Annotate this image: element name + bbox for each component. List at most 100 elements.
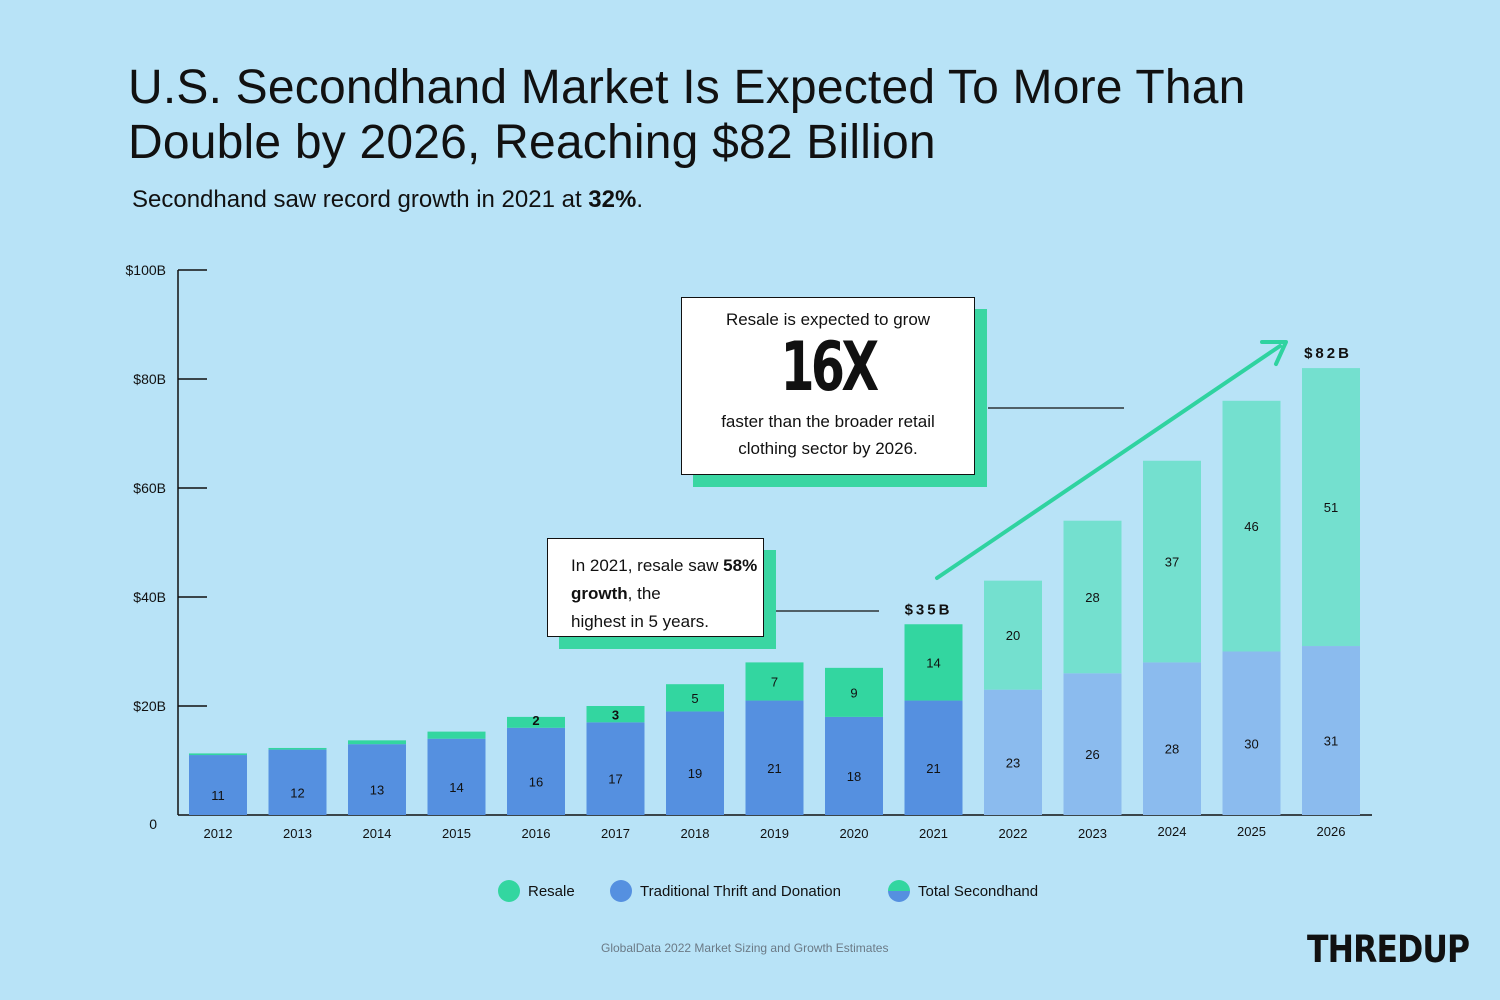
x-tick-label: 2024	[1158, 824, 1187, 839]
thrift-value-label: 26	[1085, 747, 1099, 762]
legend-label-total: Total Secondhand	[918, 882, 1039, 900]
bar-resale	[427, 731, 486, 739]
bar-thrift	[1222, 651, 1281, 815]
x-tick-label: 2023	[1078, 826, 1107, 841]
thrift-value-label: 18	[847, 769, 861, 784]
resale-growth-callout: Resale is expected to grow 16X faster th…	[681, 297, 975, 475]
source-note: GlobalData 2022 Market Sizing and Growth…	[601, 941, 889, 955]
y-tick-label: $60B	[133, 480, 166, 496]
bar-thrift	[825, 716, 883, 815]
bar-thrift	[586, 722, 645, 815]
bar-thrift	[427, 738, 486, 815]
x-tick-label: 2022	[999, 826, 1028, 841]
resale-value-label: 5	[691, 691, 698, 706]
bar-resale	[825, 667, 883, 717]
bar-resale	[745, 662, 804, 701]
bar-thrift	[1143, 662, 1201, 815]
bar-resale	[586, 706, 645, 723]
bar-thrift	[507, 727, 565, 815]
x-tick-label: 2025	[1237, 824, 1266, 839]
resale-value-label: 28	[1085, 590, 1099, 605]
thrift-value-label: 21	[926, 761, 940, 776]
resale-value-label: 2	[532, 713, 539, 728]
x-tick-label: 2020	[840, 826, 869, 841]
thrift-value-label: 19	[688, 766, 702, 781]
thrift-value-label: 13	[370, 783, 384, 798]
thrift-value-label: 16	[529, 774, 543, 789]
thrift-value-label: 31	[1324, 734, 1338, 749]
bar-thrift	[984, 689, 1042, 815]
y-tick-label: $20B	[133, 698, 166, 714]
resale-value-label: 3	[612, 707, 619, 722]
x-tick-label: 2012	[204, 826, 233, 841]
thrift-value-label: 23	[1006, 755, 1020, 770]
thredup-logo: THREDUP	[1307, 928, 1470, 971]
resale-value-label: 14	[926, 655, 940, 670]
bar-resale	[268, 747, 327, 750]
bar-thrift	[666, 711, 724, 815]
x-tick-label: 2026	[1317, 824, 1346, 839]
bar-resale	[348, 740, 406, 745]
x-tick-label: 2019	[760, 826, 789, 841]
bar-resale	[189, 753, 247, 756]
x-tick-label: 2015	[442, 826, 471, 841]
resale-value-label: 46	[1244, 519, 1258, 534]
thrift-value-label: 28	[1165, 742, 1179, 757]
y-tick-label: $100B	[126, 262, 166, 278]
legend-item-resale: Resale	[498, 880, 575, 902]
subtitle-end: .	[636, 186, 644, 213]
thrift-value-label: 11	[211, 788, 225, 803]
bar-resale	[1222, 400, 1281, 652]
x-tick-label: 2018	[681, 826, 710, 841]
total-value-label: $82B	[1304, 345, 1352, 362]
bar-resale	[984, 580, 1042, 690]
chart-title: U.S. Secondhand Market Is Expected To Mo…	[128, 61, 1246, 169]
legend-label-thrift: Traditional Thrift and Donation	[640, 882, 841, 900]
bar-resale	[507, 716, 565, 728]
bar-resale	[666, 684, 724, 712]
bar-thrift	[1063, 673, 1122, 815]
thrift-value-label: 17	[608, 772, 622, 787]
callout2-highlight: 58% growth	[571, 556, 758, 603]
legend-label-resale: Resale	[528, 882, 575, 900]
legend-item-total: Total Secondhand	[888, 880, 1038, 902]
bar-resale	[1302, 368, 1360, 647]
growth-arrow-line	[935, 344, 1282, 580]
callout-big-number: 16X	[780, 328, 879, 407]
callout2-text-start: In 2021, resale saw	[571, 556, 724, 575]
bar-thrift	[1302, 646, 1360, 815]
x-tick-label: 2017	[601, 826, 630, 841]
bar-resale	[1143, 460, 1201, 663]
thrift-value-label: 14	[449, 780, 463, 795]
bar-resale	[904, 624, 963, 701]
callout2-text-end: highest in 5 years.	[571, 612, 709, 631]
resale-value-label: 51	[1324, 500, 1338, 515]
bar-thrift	[348, 744, 406, 815]
thrift-swatch-icon	[610, 880, 632, 902]
growth-arrowhead-icon	[1260, 340, 1288, 366]
x-tick-label: 2014	[363, 826, 392, 841]
total-value-label: $35B	[905, 601, 953, 618]
callout-lead-text: Resale is expected to grow	[725, 310, 931, 329]
thrift-value-label: 12	[290, 785, 304, 800]
subtitle-text: Secondhand saw record growth in 2021 at	[132, 186, 589, 213]
y-tick-label: 0	[149, 816, 157, 832]
x-tick-label: 2013	[283, 826, 312, 841]
callout-detail-text: faster than the broader retail clothing …	[721, 412, 935, 458]
y-tick-label: $40B	[133, 589, 166, 605]
resale-2021-callout: In 2021, resale saw 58% growth, the high…	[547, 538, 764, 637]
x-tick-label: 2016	[522, 826, 551, 841]
y-tick-label: $80B	[133, 371, 166, 387]
bar-thrift	[189, 755, 247, 815]
x-tick-label: 2021	[919, 826, 948, 841]
thrift-value-label: 21	[767, 761, 781, 776]
callout2-text-mid: , the	[627, 584, 661, 603]
resale-value-label: 9	[850, 685, 857, 700]
legend-item-thrift: Traditional Thrift and Donation	[610, 880, 841, 902]
resale-swatch-icon	[498, 880, 520, 902]
bar-thrift	[745, 700, 804, 815]
resale-value-label: 7	[771, 674, 778, 689]
resale-value-label: 37	[1165, 555, 1179, 570]
chart-subtitle: Secondhand saw record growth in 2021 at …	[132, 186, 643, 214]
